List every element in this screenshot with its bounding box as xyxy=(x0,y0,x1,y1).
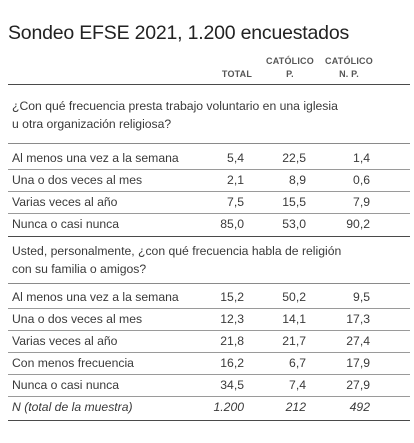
value-catolico-p: 53,0 xyxy=(282,217,306,231)
row-divider xyxy=(8,213,410,214)
value-catolico-p: 22,5 xyxy=(282,151,306,165)
value-catolico-np: 27,9 xyxy=(346,378,370,392)
question-2-rule xyxy=(8,283,410,284)
value-catolico-np: 9,5 xyxy=(353,290,370,304)
value-catolico-p: 8,9 xyxy=(289,173,306,187)
value-catolico-p: 15,5 xyxy=(282,195,306,209)
row-label: Nunca o casi nunca xyxy=(12,378,120,392)
value-total: 7,5 xyxy=(227,195,244,209)
value-total: 85,0 xyxy=(220,217,244,231)
table-row: Varias veces al año 7,5 15,5 7,9 xyxy=(8,192,410,214)
table-row: Al menos una vez a la semana 5,4 22,5 1,… xyxy=(8,148,410,170)
row-divider xyxy=(8,374,410,375)
question-2: Usted, personalmente, ¿con qué frecuenci… xyxy=(12,244,342,276)
question-1-rule xyxy=(8,143,410,144)
value-catolico-p: 212 xyxy=(285,400,306,414)
row-divider xyxy=(8,169,410,170)
value-catolico-p: 14,1 xyxy=(282,312,306,326)
page-title: Sondeo EFSE 2021, 1.200 encuestados xyxy=(8,22,350,44)
value-catolico-p: 6,7 xyxy=(289,356,306,370)
table-row: Al menos una vez a la semana 15,2 50,2 9… xyxy=(8,287,410,309)
value-catolico-np: 17,3 xyxy=(346,312,370,326)
row-label: Al menos una vez a la semana xyxy=(12,290,179,304)
column-header-catolico-p: CATÓLICO P. xyxy=(266,56,314,79)
table-row: Varias veces al año 21,8 21,7 27,4 xyxy=(8,331,410,353)
value-total: 1.200 xyxy=(213,400,245,414)
value-total: 2,1 xyxy=(227,173,244,187)
row-divider xyxy=(8,330,410,331)
row-divider xyxy=(8,191,410,192)
value-catolico-np: 90,2 xyxy=(346,217,370,231)
value-catolico-np: 27,4 xyxy=(346,334,370,348)
question-1: ¿Con qué frecuencia presta trabajo volun… xyxy=(12,99,338,131)
table-row-sample-total: N (total de la muestra) 1.200 212 492 xyxy=(8,397,410,419)
value-total: 5,4 xyxy=(227,151,244,165)
row-label: Con menos frecuencia xyxy=(12,356,134,370)
value-catolico-p: 21,7 xyxy=(282,334,306,348)
row-label: Varias veces al año xyxy=(12,195,118,209)
column-header-catolico-np: CATÓLICO N. P. xyxy=(325,56,373,79)
value-catolico-p: 7,4 xyxy=(289,378,306,392)
header-rule xyxy=(8,84,410,85)
table-row: Nunca o casi nunca 34,5 7,4 27,9 xyxy=(8,375,410,397)
value-total: 12,3 xyxy=(220,312,244,326)
row-divider xyxy=(8,308,410,309)
value-catolico-np: 0,6 xyxy=(353,173,370,187)
value-total: 16,2 xyxy=(220,356,244,370)
row-label: Una o dos veces al mes xyxy=(12,312,143,326)
row-label: Nunca o casi nunca xyxy=(12,217,120,231)
section-rule xyxy=(8,236,410,237)
value-total: 21,8 xyxy=(220,334,244,348)
row-divider xyxy=(8,396,410,397)
row-label: Varias veces al año xyxy=(12,334,118,348)
table-row: Nunca o casi nunca 85,0 53,0 90,2 xyxy=(8,214,410,236)
value-catolico-np: 492 xyxy=(349,400,370,414)
table-bottom-rule xyxy=(8,420,410,421)
value-catolico-np: 7,9 xyxy=(353,195,370,209)
table-row: Una o dos veces al mes 12,3 14,1 17,3 xyxy=(8,309,410,331)
table-row: Con menos frecuencia 16,2 6,7 17,9 xyxy=(8,353,410,375)
value-total: 15,2 xyxy=(220,290,244,304)
row-label: Al menos una vez a la semana xyxy=(12,151,179,165)
value-catolico-p: 50,2 xyxy=(282,290,306,304)
value-total: 34,5 xyxy=(220,378,244,392)
row-label: N (total de la muestra) xyxy=(12,400,133,414)
row-divider xyxy=(8,352,410,353)
column-header-total: TOTAL xyxy=(221,69,253,79)
value-catolico-np: 1,4 xyxy=(353,151,370,165)
row-label: Una o dos veces al mes xyxy=(12,173,143,187)
value-catolico-np: 17,9 xyxy=(346,356,370,370)
table-row: Una o dos veces al mes 2,1 8,9 0,6 xyxy=(8,170,410,192)
